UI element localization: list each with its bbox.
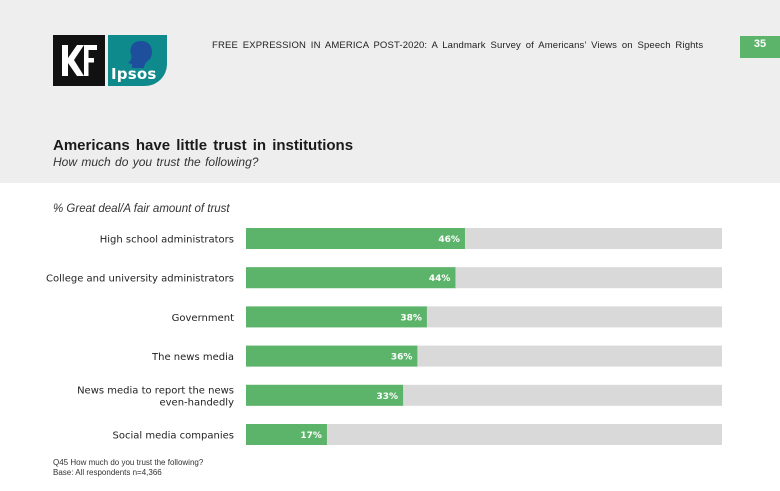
bar-data-label: 17% (300, 431, 322, 441)
bar-data-label: 46% (438, 235, 460, 245)
bar-data-label: 36% (391, 353, 413, 363)
category-label: Social media companies (113, 431, 234, 442)
kf-logo (53, 35, 105, 86)
bar (246, 384, 404, 406)
category-label: High school administrators (100, 235, 234, 246)
bar-data-label: 38% (400, 313, 422, 323)
page-number-badge: 35 (740, 36, 780, 58)
category-label: The news media (151, 352, 234, 363)
footnote-question: Q45 How much do you trust the following? (53, 458, 204, 467)
bar-track (246, 424, 722, 445)
header-band (0, 0, 780, 183)
category-label: even-handedly (159, 397, 234, 408)
category-label: Government (172, 313, 234, 324)
bar-data-label: 44% (429, 274, 451, 284)
bar (246, 345, 418, 367)
category-label: News media to report the news (77, 385, 234, 396)
bar (246, 267, 456, 289)
footnote: Q45 How much do you trust the following?… (53, 458, 203, 478)
footnote-base: Base: All respondents n=4,366 (53, 468, 162, 477)
category-label: College and university administrators (46, 274, 234, 285)
bar-data-label: 33% (377, 392, 399, 402)
slide-title: Americans have little trust in instituti… (53, 137, 354, 154)
metric-label: % Great deal/A fair amount of trust (53, 203, 230, 215)
report-title: FREE EXPRESSION IN AMERICA POST-2020: A … (212, 40, 704, 51)
bar (246, 228, 465, 249)
bar (246, 424, 327, 445)
ipsos-logo: Ipsos (108, 35, 167, 86)
bar (246, 306, 427, 328)
slide-subtitle: How much do you trust the following? (53, 155, 259, 169)
